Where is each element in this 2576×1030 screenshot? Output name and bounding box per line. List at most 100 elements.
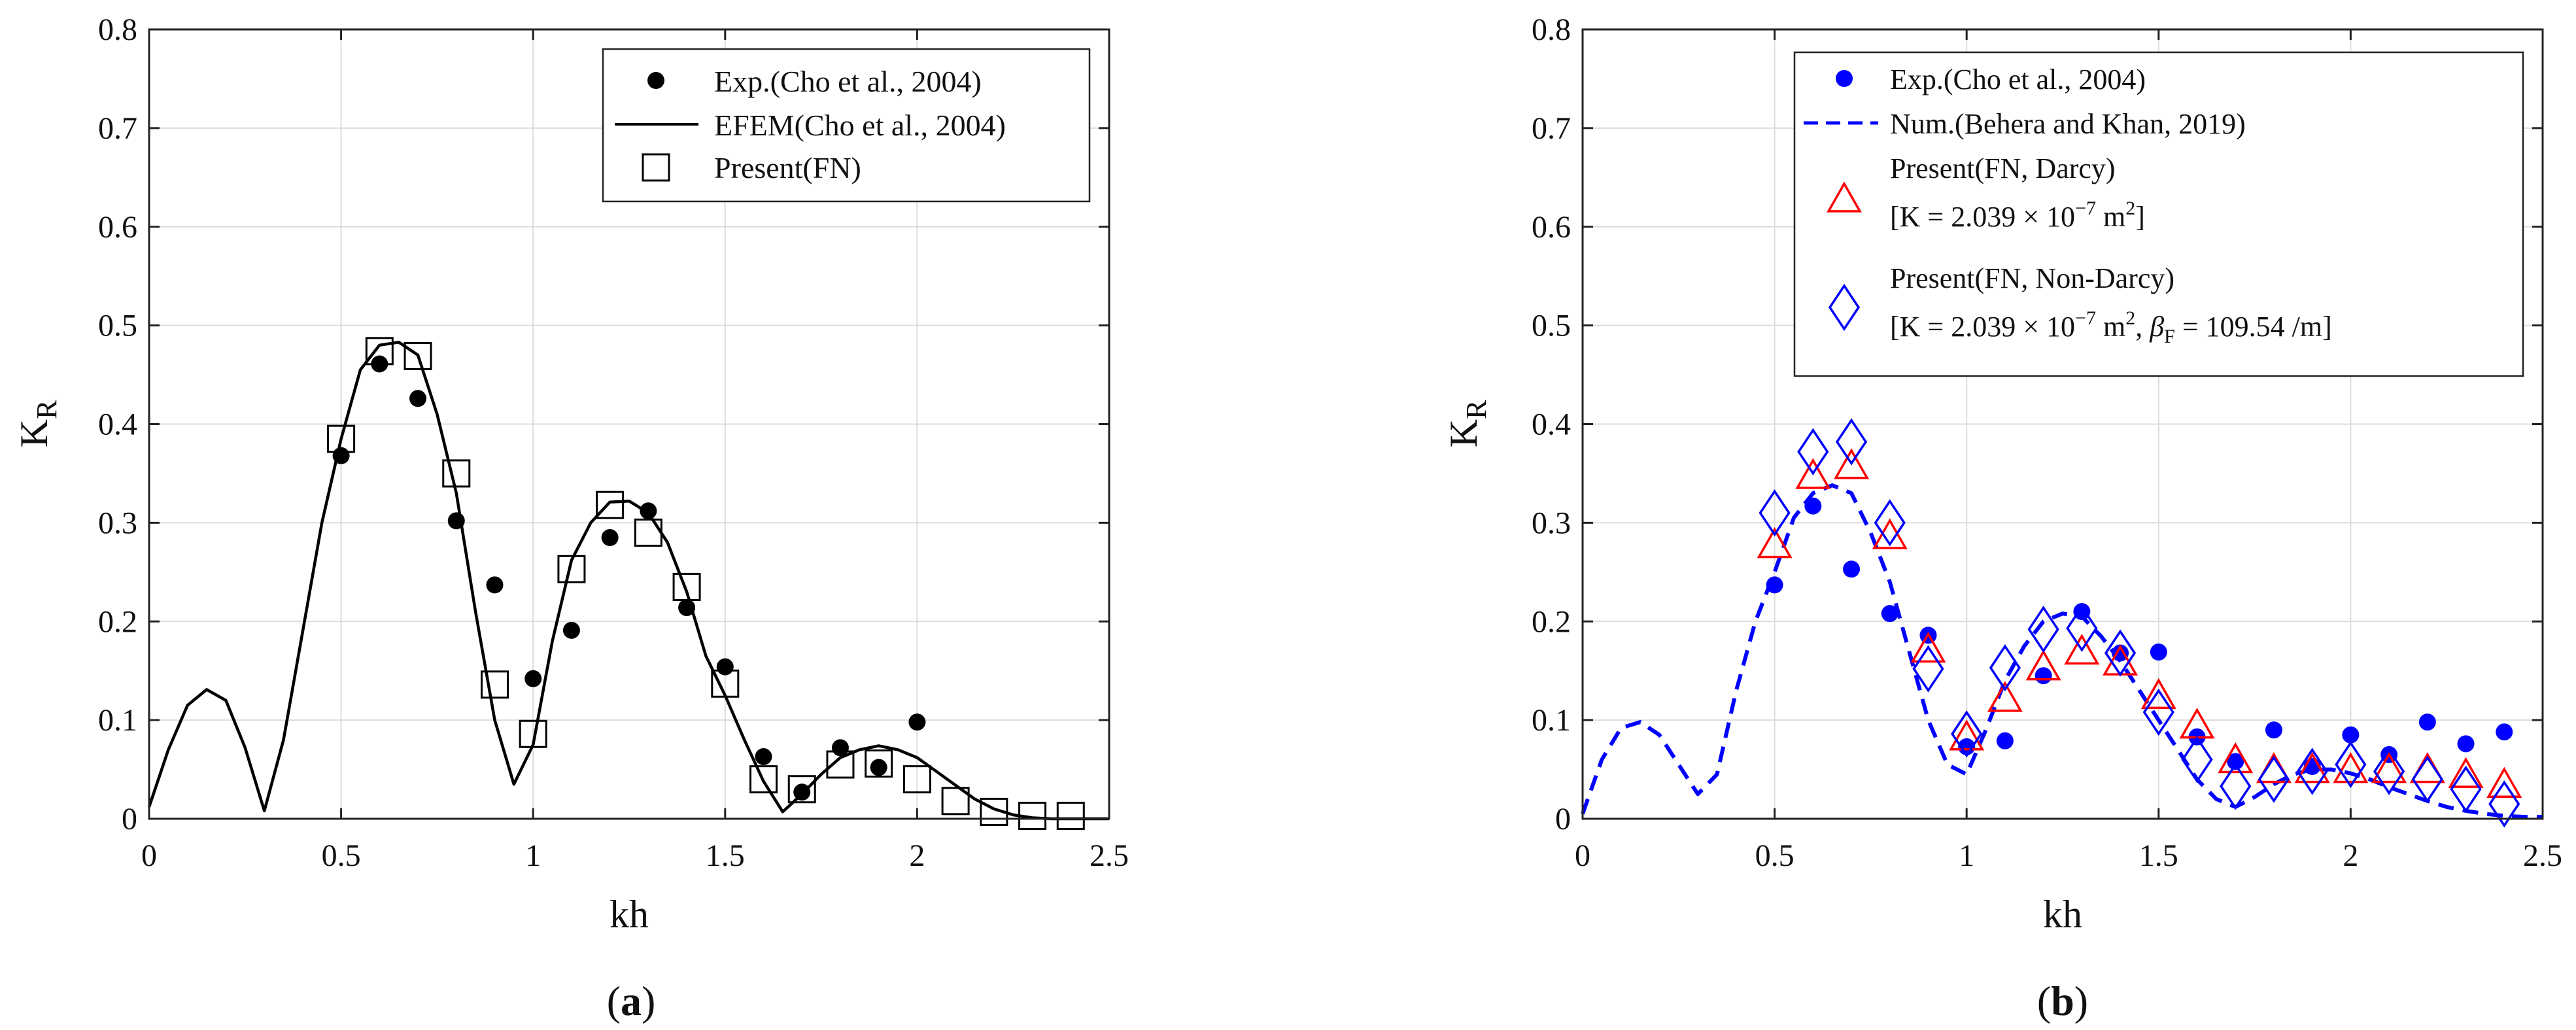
data-point-b-s0-6: [1996, 732, 2014, 749]
legend-nondarcy-param-beta-sub: F: [2164, 326, 2175, 347]
data-point-a-s0-10: [716, 658, 734, 676]
data-point-b-s3-8: [2066, 604, 2098, 652]
panel-label-a-open: (: [607, 978, 621, 1024]
data-point-b-s3-10: [2142, 688, 2174, 736]
legend-exp-label-a: Exp.(Cho et al., 2004): [714, 65, 982, 98]
legend-nondarcy-label-b: Present(FN, Non-Darcy): [1890, 262, 2174, 294]
data-point-b-s0-3: [1881, 605, 1898, 623]
data-point-a-s0-13: [831, 739, 849, 757]
y-axis-label-sub-b: R: [1460, 400, 1492, 419]
x-tick-label: 0.5: [1755, 838, 1795, 873]
x-axis-label-b: kh: [2043, 893, 2082, 936]
y-tick-label: 0.3: [1532, 506, 1571, 540]
data-point-b-s0-2: [1843, 560, 1861, 578]
data-point-b-s2-15: [2333, 752, 2369, 783]
y-axis-label-b: KR: [1442, 400, 1492, 447]
legend-nondarcy-param-beta: β: [2149, 311, 2164, 343]
legend-nondarcy-param-b: [K = 2.039 × 10−7 m2, βF = 109.54 /m]: [1890, 307, 2332, 347]
data-point-b-s3-9: [2104, 629, 2137, 677]
data-point-b-s2-10: [2140, 678, 2176, 710]
ticks-a: 0 0.5 1 1.5 2 2.5 0 0.1 0.2 0.3 0.4 0.5 0.6 0.7 0.8: [98, 12, 1129, 873]
data-point-a-s0-14: [870, 759, 887, 776]
data-point-b-s2-7: [2025, 649, 2061, 681]
series-layer-b: [1581, 418, 2543, 828]
legend-darcy-param-unit-exp: 2: [2125, 197, 2135, 219]
data-point-a-s0-15: [908, 713, 926, 731]
data-point-a-s2-8: [634, 518, 662, 547]
legend-darcy-param-exp: −7: [2075, 197, 2096, 219]
data-point-a-s0-11: [755, 747, 772, 765]
x-tick-label: 0.5: [322, 838, 361, 873]
data-point-a-s2-10: [711, 669, 740, 698]
y-tick-label: 0.6: [98, 210, 137, 245]
data-point-b-s3-13: [2258, 755, 2290, 803]
data-point-a-s2-15: [902, 765, 931, 794]
panel-label-b-open: (: [2037, 978, 2051, 1024]
data-point-b-s2-19: [2486, 766, 2522, 798]
data-point-b-s3-17: [2411, 755, 2443, 803]
data-point-b-s0-8: [2073, 603, 2091, 621]
data-point-a-s2-19: [1056, 801, 1085, 830]
data-point-b-s2-16: [2371, 752, 2407, 783]
legend-exp-marker-b: [1836, 70, 1853, 87]
legend-darcy-param-b: [K = 2.039 × 10−7 m2]: [1890, 197, 2145, 233]
data-point-a-s2-5: [519, 719, 547, 748]
data-point-a-s2-7: [596, 490, 625, 519]
data-point-a-s0-5: [524, 670, 542, 687]
legend-darcy-label-b: Present(FN, Darcy): [1890, 152, 2116, 184]
legend-nondarcy-param-unit-exp: 2: [2125, 307, 2135, 329]
legend-nondarcy-marker-b: [1828, 283, 1861, 332]
data-point-b-s3-1: [1797, 428, 1829, 475]
y-tick-label: 0.2: [98, 604, 137, 639]
y-axis-label-main-b: K: [1442, 419, 1485, 447]
data-point-b-s2-14: [2294, 752, 2330, 783]
y-tick-label: 0.4: [1532, 407, 1571, 442]
data-point-a-s2-18: [1018, 801, 1047, 830]
data-point-b-s2-1: [1795, 458, 1831, 489]
chart-panel-b: 0 0.5 1 1.5 2 2.5 0 0.1 0.2 0.3 0.4 0.5 0.6 0.7 0.8 kh…: [1442, 12, 2562, 1024]
legend-darcy-param-text: [K = 2.039 × 10: [1890, 201, 2075, 233]
y-tick-label: 0.3: [98, 506, 137, 540]
panel-label-b-close: ): [2074, 978, 2088, 1024]
data-point-a-s2-13: [826, 750, 855, 779]
y-tick-label: 0: [1555, 802, 1571, 836]
y-tick-label: 0.1: [1532, 703, 1571, 738]
legend-box-b: [1793, 51, 2524, 377]
data-point-a-s2-14: [865, 749, 893, 778]
data-point-a-s0-8: [640, 502, 657, 520]
data-point-b-s0-17: [2418, 713, 2436, 731]
x-tick-label: 1: [525, 838, 541, 873]
x-axis-label-a: kh: [610, 893, 649, 936]
data-point-b-s3-4: [1912, 645, 1944, 693]
ticks-b: 0 0.5 1 1.5 2 2.5 0 0.1 0.2 0.3 0.4 0.5 0.6 0.7 0.8: [1532, 12, 2562, 873]
data-point-a-s0-6: [562, 621, 580, 639]
data-point-b-s2-2: [1834, 448, 1870, 479]
data-point-b-s0-9: [2112, 644, 2129, 662]
x-tick-label: 2.5: [2523, 838, 2562, 873]
legend-nondarcy-param-comma: ,: [2135, 311, 2150, 343]
y-axis-label-main-a: K: [12, 419, 56, 447]
data-point-b-s3-12: [2220, 763, 2252, 810]
data-point-b-s0-12: [2227, 753, 2244, 770]
data-point-b-s0-10: [2150, 644, 2167, 661]
legend-present-marker-a: [642, 153, 670, 182]
data-point-a-s2-11: [749, 765, 778, 794]
y-tick-label: 0.5: [1532, 309, 1571, 343]
panel-label-a-close: ): [642, 978, 655, 1024]
data-point-b-s0-15: [2342, 726, 2360, 744]
data-point-a-s2-12: [787, 775, 816, 804]
data-point-b-s3-16: [2373, 747, 2405, 795]
x-tick-label: 2.5: [1090, 838, 1129, 873]
data-point-a-s2-9: [672, 572, 701, 601]
legend-darcy-param-end: ]: [2135, 201, 2145, 233]
legend-darcy-param-unit: m: [2096, 201, 2125, 233]
data-point-a-s0-0: [332, 447, 350, 464]
y-tick-label: 0.8: [1532, 12, 1571, 47]
data-point-b-s2-5: [1949, 719, 1985, 751]
y-tick-label: 0.7: [1532, 111, 1571, 146]
y-tick-label: 0.2: [1532, 604, 1571, 639]
legend-nondarcy-param-exp: −7: [2075, 307, 2096, 329]
y-tick-label: 0.5: [98, 309, 137, 343]
data-point-b-s2-18: [2448, 757, 2484, 788]
